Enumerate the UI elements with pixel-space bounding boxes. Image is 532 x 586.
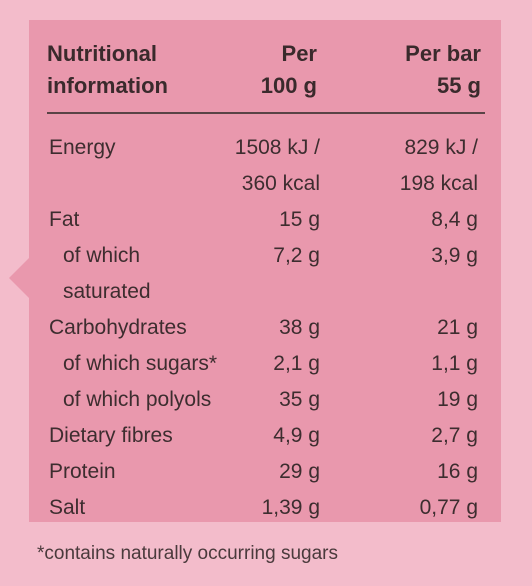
header-per-100g: Per 100 g	[229, 38, 317, 102]
header-label-line2: information	[47, 73, 168, 98]
row-value-perbar: 0,77 g	[419, 496, 478, 519]
table-row: Protein 29 g 16 g	[29, 454, 501, 490]
row-value-per100: 360 kcal	[241, 172, 320, 195]
header-perbar-line1: Per bar	[405, 41, 481, 66]
footnote: *contains naturally occurring sugars	[37, 543, 338, 564]
row-value-per100: 1508 kJ /	[234, 136, 320, 159]
row-value-perbar: 829 kJ /	[404, 136, 478, 159]
row-label: Dietary fibres	[49, 424, 173, 447]
row-value-per100: 15 g	[279, 208, 320, 231]
row-label: of which	[63, 244, 141, 267]
table-row: of which 7,2 g 3,9 g	[29, 238, 501, 274]
table-row: Energy 1508 kJ / 829 kJ /	[29, 130, 501, 166]
row-value-perbar: 21 g	[437, 316, 478, 339]
row-value-perbar: 2,7 g	[431, 424, 478, 447]
table-row: saturated	[29, 274, 501, 310]
row-label: Fat	[49, 208, 80, 231]
row-value-perbar: 8,4 g	[431, 208, 478, 231]
table-row: 360 kcal 198 kcal	[29, 166, 501, 202]
header-per100-line1: Per	[281, 41, 317, 66]
nutrition-table: Nutritional information Per 100 g Per ba…	[29, 20, 501, 522]
table-row: Dietary fibres 4,9 g 2,7 g	[29, 418, 501, 454]
row-value-perbar: 1,1 g	[431, 352, 478, 375]
row-value-per100: 2,1 g	[273, 352, 320, 375]
row-label: Salt	[49, 496, 86, 519]
row-value-perbar: 3,9 g	[431, 244, 478, 267]
header-divider	[47, 112, 485, 114]
row-value-perbar: 19 g	[437, 388, 478, 411]
table-row: Fat 15 g 8,4 g	[29, 202, 501, 238]
row-value-per100: 38 g	[279, 316, 320, 339]
row-label: of which sugars*	[63, 352, 218, 375]
header-per-bar: Per bar 55 g	[359, 38, 481, 102]
header-per100-line2: 100 g	[260, 73, 317, 98]
row-label: Energy	[49, 136, 116, 159]
row-label: saturated	[63, 280, 151, 303]
table-row: Salt 1,39 g 0,77 g	[29, 490, 501, 526]
panel-pointer	[9, 258, 29, 298]
table-row: of which polyols 35 g 19 g	[29, 382, 501, 418]
header-perbar-line2: 55 g	[436, 73, 481, 98]
row-label: Protein	[49, 460, 116, 483]
row-value-per100: 29 g	[279, 460, 320, 483]
table-row: of which sugars* 2,1 g 1,1 g	[29, 346, 501, 382]
row-value-per100: 35 g	[279, 388, 320, 411]
header-label-line1: Nutritional	[47, 41, 157, 66]
row-value-perbar: 198 kcal	[399, 172, 478, 195]
table-row: Carbohydrates 38 g 21 g	[29, 310, 501, 346]
row-value-per100: 4,9 g	[273, 424, 320, 447]
row-value-perbar: 16 g	[437, 460, 478, 483]
header-label: Nutritional information	[47, 38, 168, 102]
row-value-per100: 7,2 g	[273, 244, 320, 267]
row-value-per100: 1,39 g	[261, 496, 320, 519]
row-label: Carbohydrates	[49, 316, 187, 339]
row-label: of which polyols	[63, 388, 212, 411]
table-body: Energy 1508 kJ / 829 kJ / 360 kcal 198 k…	[29, 130, 501, 526]
